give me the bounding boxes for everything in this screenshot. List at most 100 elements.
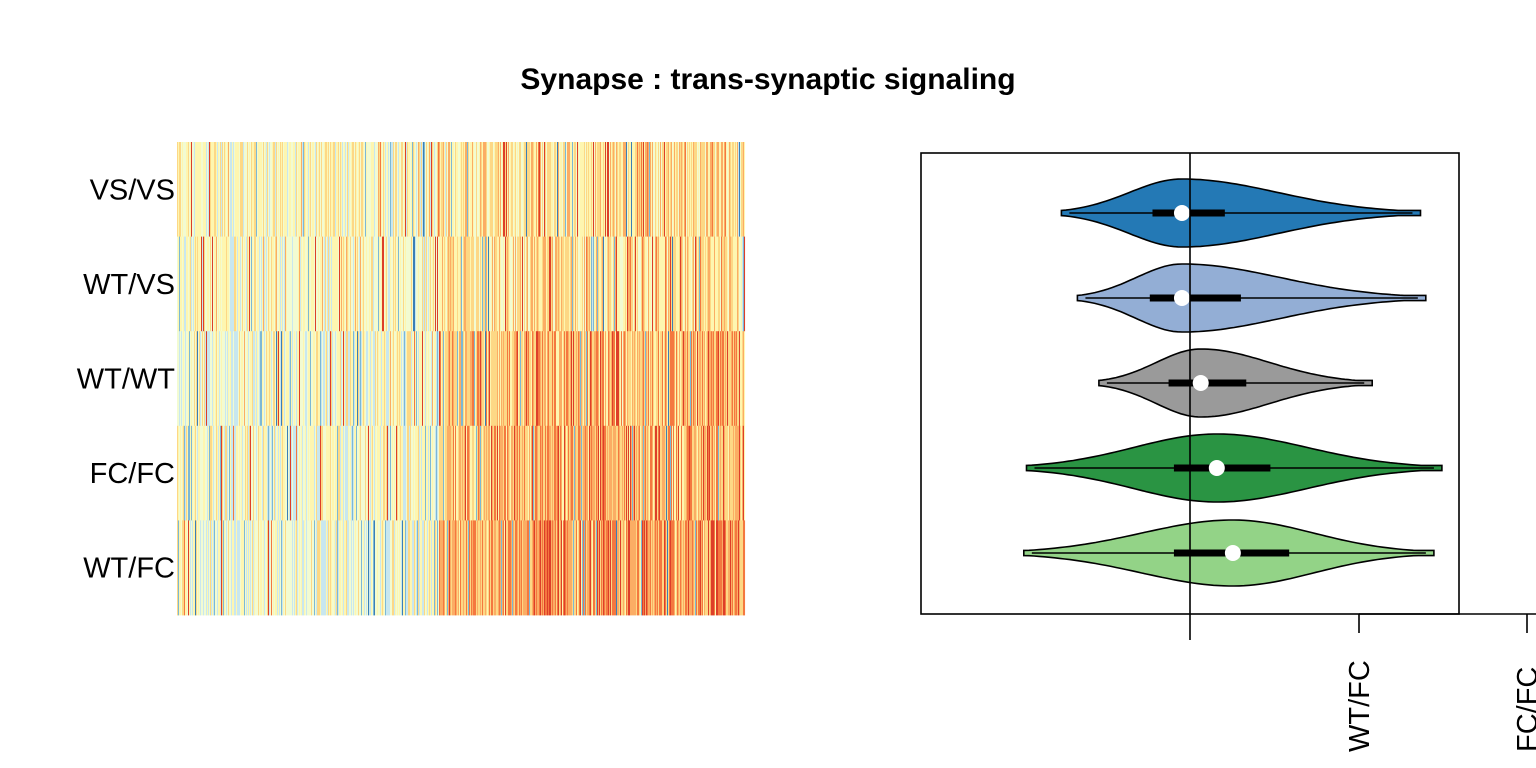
heatmap-cell (282, 236, 284, 332)
heatmap-cell (654, 520, 656, 616)
heatmap-cell (732, 331, 734, 427)
heatmap-cell (436, 142, 438, 237)
heatmap-cell (310, 236, 312, 332)
heatmap-cell (615, 142, 617, 237)
heatmap-cell (327, 520, 329, 616)
heatmap-cell (477, 142, 479, 237)
heatmap-cell (191, 236, 193, 332)
heatmap-cell (269, 331, 271, 427)
heatmap-cell (293, 142, 295, 237)
heatmap-cell (444, 142, 446, 237)
heatmap-cell (179, 236, 181, 332)
heatmap-cell (733, 236, 735, 332)
heatmap-cell (635, 236, 637, 332)
heatmap-cell (378, 520, 380, 616)
heatmap-cell (679, 236, 681, 332)
heatmap-cell (333, 142, 335, 237)
heatmap-cell (661, 425, 663, 521)
heatmap-cell (244, 425, 246, 521)
heatmap-cell (725, 142, 727, 237)
heatmap-cell (319, 236, 321, 332)
heatmap-cell (236, 331, 238, 427)
heatmap-cell (210, 236, 212, 332)
heatmap-cell (552, 331, 554, 427)
heatmap-cell (219, 425, 221, 521)
heatmap-cell (680, 142, 682, 237)
heatmap-cell (186, 520, 188, 616)
heatmap-cell (349, 142, 351, 237)
heatmap-cell (589, 236, 591, 332)
heatmap-cell (399, 236, 401, 332)
heatmap-cell (544, 236, 546, 332)
heatmap-cell (415, 425, 417, 521)
heatmap-cell (205, 520, 207, 616)
heatmap-cell (684, 331, 686, 427)
heatmap-cell (441, 236, 443, 332)
heatmap-cell (713, 236, 715, 332)
heatmap-cell (539, 331, 541, 427)
heatmap-cell (726, 142, 728, 237)
heatmap-cell (499, 331, 501, 427)
heatmap-cell (699, 331, 701, 427)
heatmap-cell (325, 331, 327, 427)
heatmap-cell (373, 520, 375, 616)
heatmap-cell (672, 331, 674, 427)
heatmap-cell (673, 142, 675, 237)
heatmap-cell (640, 142, 642, 237)
heatmap-cell (436, 331, 438, 427)
heatmap-cell (546, 236, 548, 332)
heatmap-cell (254, 331, 256, 427)
heatmap-cell (727, 236, 729, 332)
heatmap-cell (316, 425, 318, 521)
heatmap-cell (373, 142, 375, 237)
heatmap-cell (312, 331, 314, 427)
heatmap-cell (630, 425, 632, 521)
heatmap-cell (505, 425, 507, 521)
heatmap-cell (386, 142, 388, 237)
heatmap-cell (260, 331, 262, 427)
heatmap-cell (533, 236, 535, 332)
heatmap-cell (580, 236, 582, 332)
heatmap-cell (602, 331, 604, 427)
heatmap-cell (507, 236, 509, 332)
heatmap-cell (608, 520, 610, 616)
heatmap-cell (489, 142, 491, 237)
heatmap-cell (561, 425, 563, 521)
heatmap-cell (410, 236, 412, 332)
heatmap-cell (313, 331, 315, 427)
heatmap-cell (454, 142, 456, 237)
heatmap-cell (464, 331, 466, 427)
heatmap-cell (646, 142, 648, 237)
heatmap-cell (363, 331, 365, 427)
heatmap-cell (282, 520, 284, 616)
heatmap-cell (265, 236, 267, 332)
heatmap-cell (249, 236, 251, 332)
heatmap-cell (583, 142, 585, 237)
heatmap-cell (574, 142, 576, 237)
heatmap-cell (578, 236, 580, 332)
heatmap-cell (590, 425, 592, 521)
heatmap-cell (495, 520, 497, 616)
heatmap-cell (293, 236, 295, 332)
heatmap-cell (721, 520, 723, 616)
heatmap-cell (659, 331, 661, 427)
heatmap-cell (486, 236, 488, 332)
heatmap-cell (715, 425, 717, 521)
heatmap-cell (199, 425, 201, 521)
heatmap-cell (451, 520, 453, 616)
heatmap-cell (400, 425, 402, 521)
heatmap-cell (470, 520, 472, 616)
heatmap-cell (664, 520, 666, 616)
heatmap-cell (211, 331, 213, 427)
heatmap-cell (708, 425, 710, 521)
heatmap-cell (506, 142, 508, 237)
heatmap-cell (383, 142, 385, 237)
heatmap-cell (412, 520, 414, 616)
heatmap-cell (680, 331, 682, 427)
heatmap-cell (241, 142, 243, 237)
heatmap-cell (414, 520, 416, 616)
heatmap-cell (681, 520, 683, 616)
heatmap-cell (718, 520, 720, 616)
heatmap-cell (484, 142, 486, 237)
heatmap-cell (183, 236, 185, 332)
